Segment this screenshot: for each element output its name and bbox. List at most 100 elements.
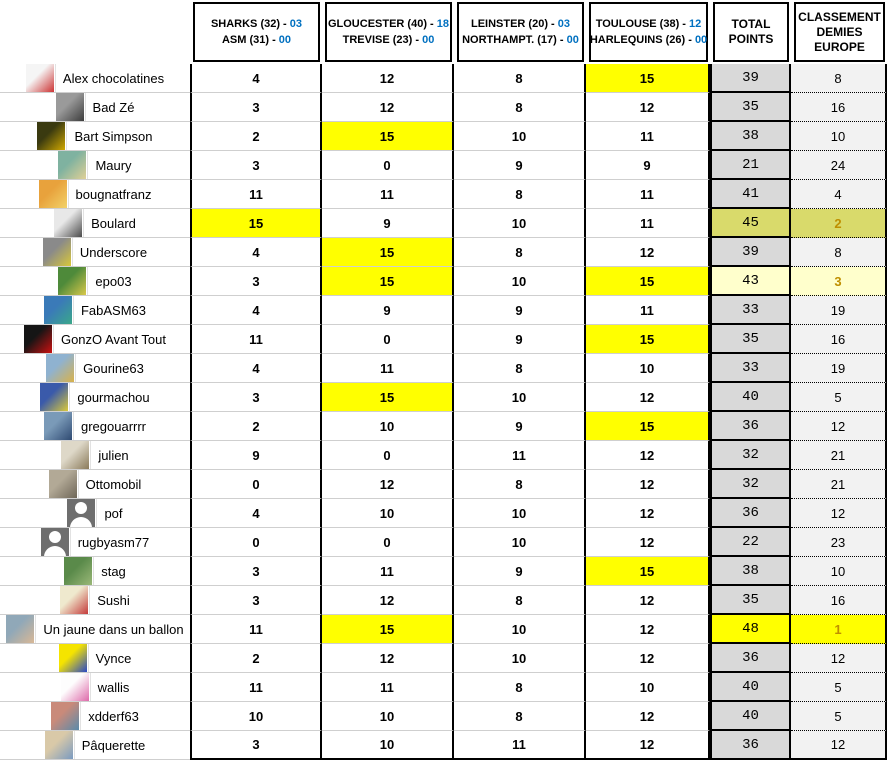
player-cell: Underscore	[0, 238, 190, 267]
score-cell: 2	[190, 644, 322, 673]
rank-cell: 12	[791, 499, 887, 528]
match-line-2: NORTHAMPT. (17) - 00	[462, 32, 579, 49]
score-cell: 3	[190, 557, 322, 586]
score-cell: 10	[454, 267, 586, 296]
score-cell: 12	[586, 93, 710, 122]
total-points-cell: 21	[710, 151, 791, 180]
player-name: GonzO Avant Tout	[60, 331, 167, 347]
total-points-cell: 35	[710, 325, 791, 354]
match-header-leinster-northampton: LEINSTER (20) - 03 NORTHAMPT. (17) - 00	[457, 2, 584, 62]
rank-cell: 12	[791, 412, 887, 441]
score-cell: 9	[454, 412, 586, 441]
total-points-cell: 36	[710, 499, 791, 528]
user-avatar-icon	[42, 238, 71, 266]
total-points-cell: 36	[710, 412, 791, 441]
total-points-cell: 38	[710, 122, 791, 151]
user-avatar-icon	[61, 441, 90, 469]
user-avatar-icon	[51, 702, 80, 730]
player-cell: julien	[0, 441, 190, 470]
total-points-cell: 38	[710, 557, 791, 586]
player-cell: Maury	[0, 151, 190, 180]
total-points-cell: 22	[710, 528, 791, 557]
avatar-frame	[43, 296, 74, 324]
table-row: Sushi 3 12 8 12 35 16	[0, 586, 887, 615]
score-cell: 9	[454, 151, 586, 180]
rank-cell: 23	[791, 528, 887, 557]
rank-cell: 10	[791, 122, 887, 151]
total-points-cell: 41	[710, 180, 791, 209]
table-row: julien 9 0 11 12 32 21	[0, 441, 887, 470]
player-cell: GonzO Avant Tout	[0, 325, 190, 354]
player-name: wallis	[97, 679, 130, 695]
score-cell: 15	[322, 267, 454, 296]
player-cell: FabASM63	[0, 296, 190, 325]
rank-cell: 8	[791, 238, 887, 267]
rank-cell: 8	[791, 64, 887, 93]
table-row: Bart Simpson 2 15 10 11 38 10	[0, 122, 887, 151]
avatar-frame	[42, 238, 73, 266]
score-cell: 3	[190, 151, 322, 180]
user-avatar-icon	[60, 586, 89, 614]
team-line: ASM (31) -	[221, 34, 276, 46]
table-row: stag 3 11 9 15 38 10	[0, 557, 887, 586]
player-cell: Vynce	[0, 644, 190, 673]
score-cell: 2	[190, 412, 322, 441]
score-cell: 12	[322, 644, 454, 673]
team-line: TREVISE (23) -	[342, 34, 420, 46]
score-cell: 3	[190, 383, 322, 412]
score-cell: 15	[322, 122, 454, 151]
player-name: Bad Zé	[92, 99, 135, 115]
user-avatar-icon	[43, 296, 72, 324]
player-cell: bougnatfranz	[0, 180, 190, 209]
avatar-frame	[55, 93, 86, 121]
score-cell: 12	[586, 499, 710, 528]
table-row: gourmachou 3 15 10 12 40 5	[0, 383, 887, 412]
score-cell: 12	[586, 644, 710, 673]
total-points-cell: 36	[710, 644, 791, 673]
player-name: Ottomobil	[85, 476, 142, 492]
total-points-cell: 45	[710, 209, 791, 238]
score-cell: 10	[586, 673, 710, 702]
avatar-frame	[46, 354, 77, 382]
score-cell: 15	[586, 557, 710, 586]
score-cell: 11	[190, 180, 322, 209]
match-score: 03	[289, 17, 303, 30]
player-cell: rugbyasm77	[0, 528, 190, 557]
score-cell: 15	[586, 64, 710, 93]
player-name: Un jaune dans un ballon	[43, 621, 184, 637]
score-cell: 11	[322, 180, 454, 209]
score-cell: 12	[586, 731, 710, 760]
score-cell: 9	[322, 209, 454, 238]
score-cell: 0	[322, 528, 454, 557]
player-cell: Alex chocolatines	[0, 64, 190, 93]
user-avatar-icon	[58, 151, 87, 179]
score-cell: 10	[586, 354, 710, 383]
player-name: gregouarrrr	[80, 418, 147, 434]
score-cell: 11	[322, 557, 454, 586]
user-avatar-icon	[38, 180, 67, 208]
total-points-cell: 33	[710, 354, 791, 383]
score-cell: 15	[586, 325, 710, 354]
rank-cell: 19	[791, 296, 887, 325]
score-cell: 10	[454, 499, 586, 528]
score-cell: 15	[586, 267, 710, 296]
score-cell: 12	[322, 93, 454, 122]
player-name: pof	[104, 505, 123, 521]
score-cell: 15	[322, 383, 454, 412]
rank-cell: 5	[791, 702, 887, 731]
team-line: NORTHAMPT. (17) -	[462, 34, 564, 46]
score-cell: 15	[586, 412, 710, 441]
score-cell: 8	[454, 238, 586, 267]
table-row: Boulard 15 9 10 11 45 2	[0, 209, 887, 238]
player-name: Maury	[95, 157, 132, 173]
table-row: xdderf63 10 10 8 12 40 5	[0, 702, 887, 731]
player-cell: xdderf63	[0, 702, 190, 731]
score-cell: 2	[190, 122, 322, 151]
match-line-1: LEINSTER (20) - 03	[471, 16, 570, 33]
score-cell: 4	[190, 499, 322, 528]
player-cell: pof	[0, 499, 190, 528]
score-cell: 11	[586, 296, 710, 325]
score-cell: 11	[190, 325, 322, 354]
match-line-2: HARLEQUINS (26) - 00	[590, 32, 707, 49]
user-avatar-icon	[58, 267, 87, 295]
